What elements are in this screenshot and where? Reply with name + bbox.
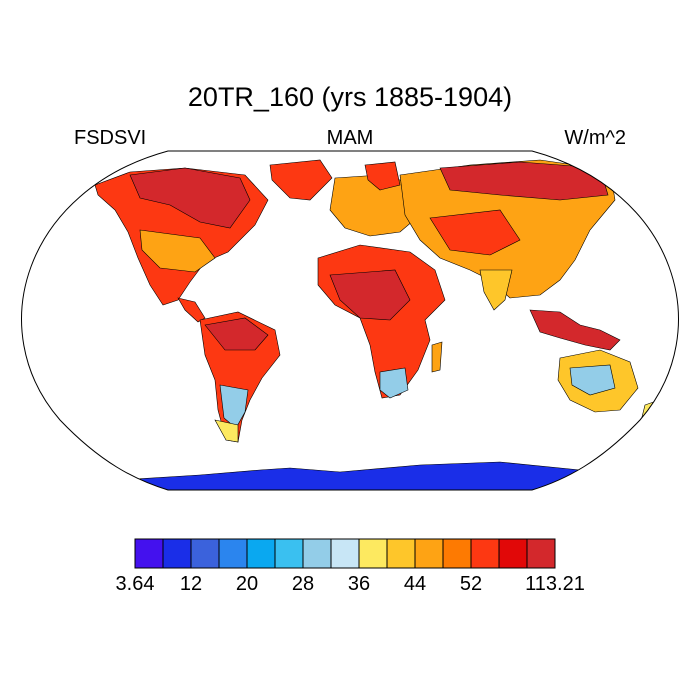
colorbar-swatch-0 (134, 538, 164, 569)
units-label: W/m^2 (564, 127, 626, 149)
colorbar-swatch-4 (246, 538, 276, 569)
india-region (479, 269, 513, 311)
colorbar-tick-label: 28 (291, 573, 315, 595)
central-africa-hot (329, 269, 411, 321)
colorbar-swatch-13 (498, 538, 528, 569)
colorbar-swatch-6 (302, 538, 332, 569)
amazon-region (204, 317, 269, 351)
colorbar-tick-label: 44 (403, 573, 427, 595)
australia-interior (569, 364, 616, 396)
colorbar-swatch-7 (330, 538, 360, 569)
colorbar-swatch-8 (358, 538, 388, 569)
colorbar-swatch-12 (470, 538, 500, 569)
madagascar (431, 341, 443, 373)
colorbar-tick-label: 113.21 (525, 573, 585, 595)
plot-title: 20TR_160 (yrs 1885-1904) (187, 82, 513, 112)
colorbar-swatch-2 (190, 538, 220, 569)
greenland-landmass (269, 159, 333, 201)
southern-africa-cool (379, 367, 409, 399)
season-label: MAM (326, 127, 374, 149)
patagonia-region (219, 384, 249, 429)
map-boundary (21, 150, 679, 491)
central-asia-warm (429, 209, 521, 256)
colorbar-swatch-11 (442, 538, 472, 569)
colorbar-tick-label: 36 (347, 573, 371, 595)
indonesia-islands (529, 309, 621, 351)
colorbar-swatch-9 (386, 538, 416, 569)
colorbar-swatch-10 (414, 538, 444, 569)
colorbar-tick-label: 12 (179, 573, 203, 595)
usa-interior (139, 229, 216, 273)
colorbar-swatch-1 (162, 538, 192, 569)
colorbar-tick-label: 3.64 (115, 573, 155, 595)
colorbar-swatch-14 (526, 538, 556, 569)
scandinavia-region (364, 161, 401, 191)
colorbar-tick-label: 20 (235, 573, 259, 595)
siberia-hot (439, 161, 609, 201)
antarctica-landmass (109, 461, 601, 490)
colorbar-tick-label: 52 (459, 573, 483, 595)
colorbar-swatch-5 (274, 538, 304, 569)
canada-north (129, 167, 251, 229)
south-america-light (214, 419, 239, 443)
variable-label: FSDSVI (74, 127, 147, 149)
colorbar-swatch-3 (218, 538, 248, 569)
